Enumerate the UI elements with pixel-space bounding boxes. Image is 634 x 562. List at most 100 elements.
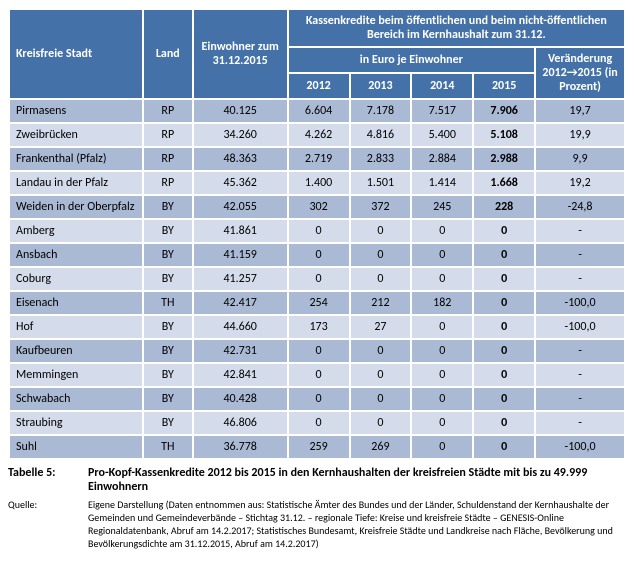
cell-land: BY bbox=[143, 267, 193, 291]
cell-2015: 0 bbox=[473, 267, 535, 291]
cell-2013: 1.501 bbox=[350, 171, 412, 195]
header-einw: Einwohner zum 31.12.2015 bbox=[193, 9, 288, 99]
cell-2013: 0 bbox=[350, 339, 412, 363]
table-row: PirmasensRP40.1256.6047.1787.5177.90619,… bbox=[9, 99, 625, 123]
cell-2014: 0 bbox=[411, 243, 473, 267]
table-number-label: Tabelle 5: bbox=[8, 466, 88, 494]
cell-2012: 6.604 bbox=[288, 99, 350, 123]
cell-city: Amberg bbox=[9, 219, 143, 243]
cell-2015: 0 bbox=[473, 411, 535, 435]
cell-land: BY bbox=[143, 387, 193, 411]
cell-2012: 0 bbox=[288, 339, 350, 363]
cell-land: RP bbox=[143, 123, 193, 147]
cell-ver: - bbox=[535, 267, 625, 291]
cell-ver: - bbox=[535, 363, 625, 387]
cell-2015: 0 bbox=[473, 315, 535, 339]
cell-land: BY bbox=[143, 243, 193, 267]
footer: Tabelle 5: Pro-Kopf-Kassenkredite 2012 b… bbox=[8, 466, 626, 550]
header-2015: 2015 bbox=[473, 73, 535, 99]
cell-2015: 1.668 bbox=[473, 171, 535, 195]
cell-2012: 0 bbox=[288, 243, 350, 267]
table-row: ZweibrückenRP34.2604.2624.8165.4005.1081… bbox=[9, 123, 625, 147]
cell-einw: 46.806 bbox=[193, 411, 288, 435]
cell-2012: 0 bbox=[288, 267, 350, 291]
cell-2013: 2.833 bbox=[350, 147, 412, 171]
data-table: Kreisfreie Stadt Land Einwohner zum 31.1… bbox=[8, 8, 626, 460]
cell-2013: 269 bbox=[350, 435, 412, 459]
cell-2013: 0 bbox=[350, 219, 412, 243]
source-text: Eigene Darstellung (Daten entnommen aus:… bbox=[88, 498, 626, 550]
cell-ver: - bbox=[535, 339, 625, 363]
cell-2014: 0 bbox=[411, 267, 473, 291]
cell-einw: 42.841 bbox=[193, 363, 288, 387]
cell-einw: 36.778 bbox=[193, 435, 288, 459]
cell-einw: 48.363 bbox=[193, 147, 288, 171]
cell-2015: 0 bbox=[473, 339, 535, 363]
cell-2014: 182 bbox=[411, 291, 473, 315]
cell-city: Coburg bbox=[9, 267, 143, 291]
cell-land: BY bbox=[143, 411, 193, 435]
cell-2012: 0 bbox=[288, 411, 350, 435]
cell-2014: 0 bbox=[411, 387, 473, 411]
cell-2013: 0 bbox=[350, 243, 412, 267]
cell-ver: -100,0 bbox=[535, 435, 625, 459]
cell-2015: 0 bbox=[473, 291, 535, 315]
table-row: EisenachTH42.4172542121820-100,0 bbox=[9, 291, 625, 315]
cell-land: BY bbox=[143, 363, 193, 387]
cell-land: BY bbox=[143, 219, 193, 243]
cell-2012: 1.400 bbox=[288, 171, 350, 195]
cell-2012: 302 bbox=[288, 195, 350, 219]
cell-ver: - bbox=[535, 243, 625, 267]
table-row: CoburgBY41.2570000- bbox=[9, 267, 625, 291]
cell-2012: 254 bbox=[288, 291, 350, 315]
cell-2013: 372 bbox=[350, 195, 412, 219]
cell-2012: 2.719 bbox=[288, 147, 350, 171]
cell-2014: 0 bbox=[411, 363, 473, 387]
table-row: StraubingBY46.8060000- bbox=[9, 411, 625, 435]
cell-land: BY bbox=[143, 339, 193, 363]
cell-city: Kaufbeuren bbox=[9, 339, 143, 363]
cell-einw: 40.428 bbox=[193, 387, 288, 411]
cell-city: Memmingen bbox=[9, 363, 143, 387]
table-row: SuhlTH36.77825926900-100,0 bbox=[9, 435, 625, 459]
table-row: SchwabachBY40.4280000- bbox=[9, 387, 625, 411]
cell-city: Pirmasens bbox=[9, 99, 143, 123]
table-body: PirmasensRP40.1256.6047.1787.5177.90619,… bbox=[9, 99, 625, 459]
source-label: Quelle: bbox=[8, 498, 88, 550]
cell-city: Weiden in der Oberpfalz bbox=[9, 195, 143, 219]
cell-2014: 0 bbox=[411, 219, 473, 243]
cell-land: RP bbox=[143, 171, 193, 195]
cell-2012: 0 bbox=[288, 363, 350, 387]
cell-einw: 41.861 bbox=[193, 219, 288, 243]
cell-ver: - bbox=[535, 411, 625, 435]
cell-2015: 0 bbox=[473, 363, 535, 387]
cell-2013: 0 bbox=[350, 411, 412, 435]
cell-2012: 259 bbox=[288, 435, 350, 459]
table-row: KaufbeurenBY42.7310000- bbox=[9, 339, 625, 363]
cell-2012: 173 bbox=[288, 315, 350, 339]
header-2013: 2013 bbox=[350, 73, 412, 99]
header-euro: in Euro je Einwohner bbox=[288, 47, 535, 73]
cell-land: TH bbox=[143, 435, 193, 459]
table-row: Landau in der PfalzRP45.3621.4001.5011.4… bbox=[9, 171, 625, 195]
header-land: Land bbox=[143, 9, 193, 99]
table-row: Weiden in der OberpfalzBY42.055302372245… bbox=[9, 195, 625, 219]
table-row: AmbergBY41.8610000- bbox=[9, 219, 625, 243]
cell-2013: 0 bbox=[350, 267, 412, 291]
cell-land: BY bbox=[143, 315, 193, 339]
header-stadt: Kreisfreie Stadt bbox=[9, 9, 143, 99]
cell-city: Frankenthal (Pfalz) bbox=[9, 147, 143, 171]
cell-einw: 42.055 bbox=[193, 195, 288, 219]
header-2012: 2012 bbox=[288, 73, 350, 99]
cell-2014: 0 bbox=[411, 339, 473, 363]
cell-city: Straubing bbox=[9, 411, 143, 435]
table-row: HofBY44.6601732700-100,0 bbox=[9, 315, 625, 339]
cell-land: TH bbox=[143, 291, 193, 315]
cell-city: Suhl bbox=[9, 435, 143, 459]
cell-2014: 245 bbox=[411, 195, 473, 219]
cell-2015: 0 bbox=[473, 243, 535, 267]
header-ver: Veränderung 2012→2015 (in Prozent) bbox=[535, 47, 625, 99]
cell-einw: 40.125 bbox=[193, 99, 288, 123]
cell-2014: 5.400 bbox=[411, 123, 473, 147]
cell-2014: 0 bbox=[411, 435, 473, 459]
